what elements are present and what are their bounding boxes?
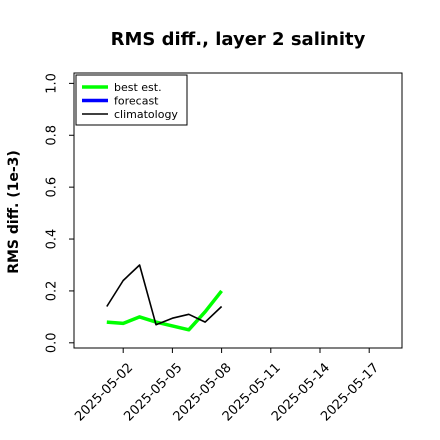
series-line-best-est — [106, 289, 223, 332]
series-lines — [106, 264, 223, 332]
y-tick-label: 0.4 — [45, 229, 60, 250]
y-tick-label: 0.8 — [45, 125, 60, 146]
chart-title: RMS diff., layer 2 salinity — [111, 29, 366, 50]
y-tick-label: 0.0 — [45, 332, 60, 353]
series-line-climatology — [106, 264, 223, 326]
plot-area — [73, 72, 403, 349]
y-tick-label: 0.6 — [45, 177, 60, 198]
y-axis: 0.0 0.2 0.4 0.6 0.8 1.0 — [45, 73, 74, 353]
y-tick-label: 1.0 — [45, 73, 60, 94]
y-axis-label: RMS diff. (1e-3) — [6, 150, 22, 274]
legend-label: climatology — [114, 108, 178, 121]
legend-label: best est. — [114, 81, 162, 94]
x-axis: 2025-05-022025-05-052025-05-082025-05-11… — [72, 348, 382, 424]
legend-label: forecast — [114, 95, 159, 108]
y-tick-label: 0.2 — [45, 281, 60, 302]
